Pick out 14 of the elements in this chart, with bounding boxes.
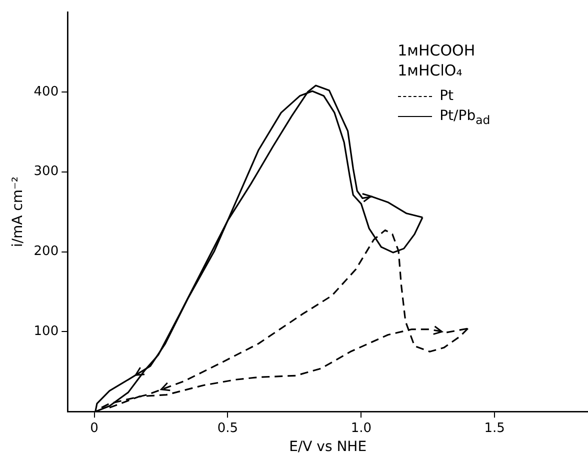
annotation: 1мHCOOH xyxy=(398,41,476,60)
y-tick-label: 300 xyxy=(34,164,59,180)
x-tick-label: 1.5 xyxy=(484,420,505,436)
x-axis-title: E/V vs NHE xyxy=(289,439,367,456)
y-tick-label: 100 xyxy=(34,324,59,340)
x-tick-label: 0 xyxy=(90,420,98,436)
x-tick-label: 0.5 xyxy=(217,420,238,436)
annotation: 1мHClO₄ xyxy=(398,61,462,80)
y-axis-title: i/mA cm⁻² xyxy=(10,176,26,248)
y-tick-label: 200 xyxy=(34,244,59,260)
legend-label: Pt xyxy=(440,88,454,104)
y-tick-label: 400 xyxy=(34,84,59,100)
x-tick-label: 1.0 xyxy=(350,420,372,436)
legend-label: Pt/Pb$_{ad}$ xyxy=(440,108,490,127)
